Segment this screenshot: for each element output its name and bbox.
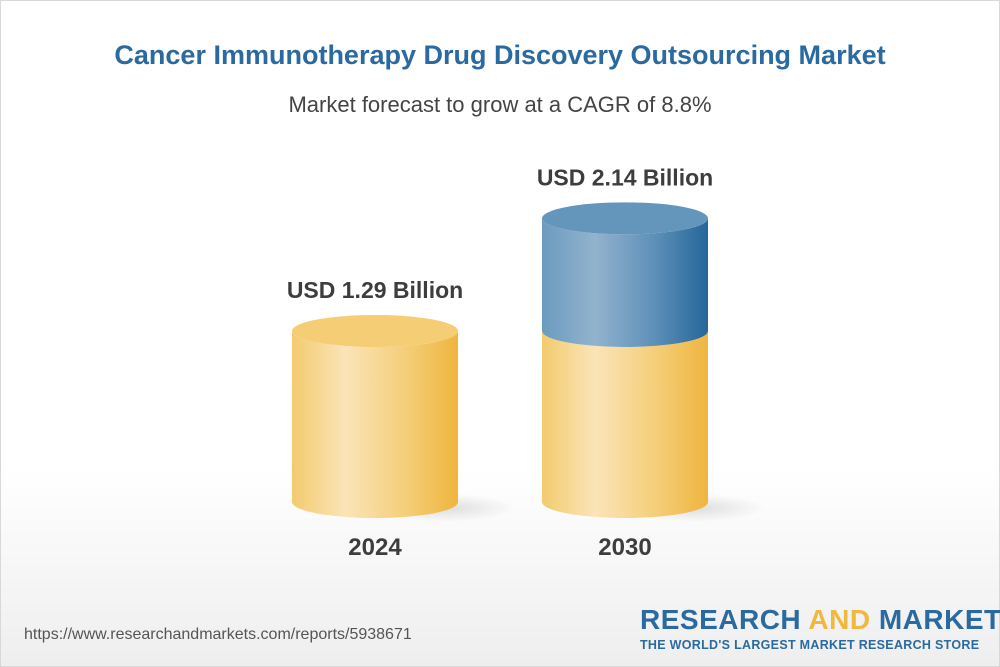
cylinder-growth-segment — [542, 218, 708, 347]
cylinder-2024 — [292, 331, 458, 518]
chart-subtitle: Market forecast to grow at a CAGR of 8.8… — [288, 92, 712, 117]
category-label: 2024 — [348, 534, 402, 561]
chart-title: Cancer Immunotherapy Drug Discovery Outs… — [114, 40, 886, 70]
cylinder-base-segment — [542, 331, 708, 518]
source-url[interactable]: https://www.researchandmarkets.com/repor… — [24, 626, 412, 643]
cylinder-top — [292, 315, 458, 347]
data-label: USD 2.14 Billion — [537, 164, 713, 190]
research-and-markets-logo: RESEARCH AND MARKETS THE WORLD'S LARGEST… — [640, 604, 1000, 652]
cylinder-top — [542, 202, 708, 235]
category-label: 2030 — [598, 534, 651, 561]
data-label: USD 1.29 Billion — [287, 277, 463, 303]
chart: USD 1.29 Billion 2024 USD 2.14 Billion 2030 — [287, 164, 765, 561]
